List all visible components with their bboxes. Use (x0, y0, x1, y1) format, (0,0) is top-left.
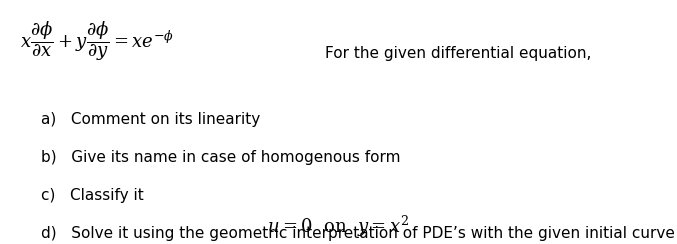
Text: $x\dfrac{\partial\phi}{\partial x} + y\dfrac{\partial\phi}{\partial y} = xe^{-\p: $x\dfrac{\partial\phi}{\partial x} + y\d… (20, 20, 175, 63)
Text: $u = 0\ \ \mathrm{on}\ \ y = x^2$: $u = 0\ \ \mathrm{on}\ \ y = x^2$ (267, 214, 410, 239)
Text: c)   Classify it: c) Classify it (41, 188, 144, 203)
Text: d)   Solve it using the geometric interpretation of PDE’s with the given initial: d) Solve it using the geometric interpre… (41, 226, 674, 241)
Text: a)   Comment on its linearity: a) Comment on its linearity (41, 112, 260, 127)
Text: For the given differential equation,: For the given differential equation, (325, 46, 591, 61)
Text: b)   Give its name in case of homogenous form: b) Give its name in case of homogenous f… (41, 150, 400, 165)
